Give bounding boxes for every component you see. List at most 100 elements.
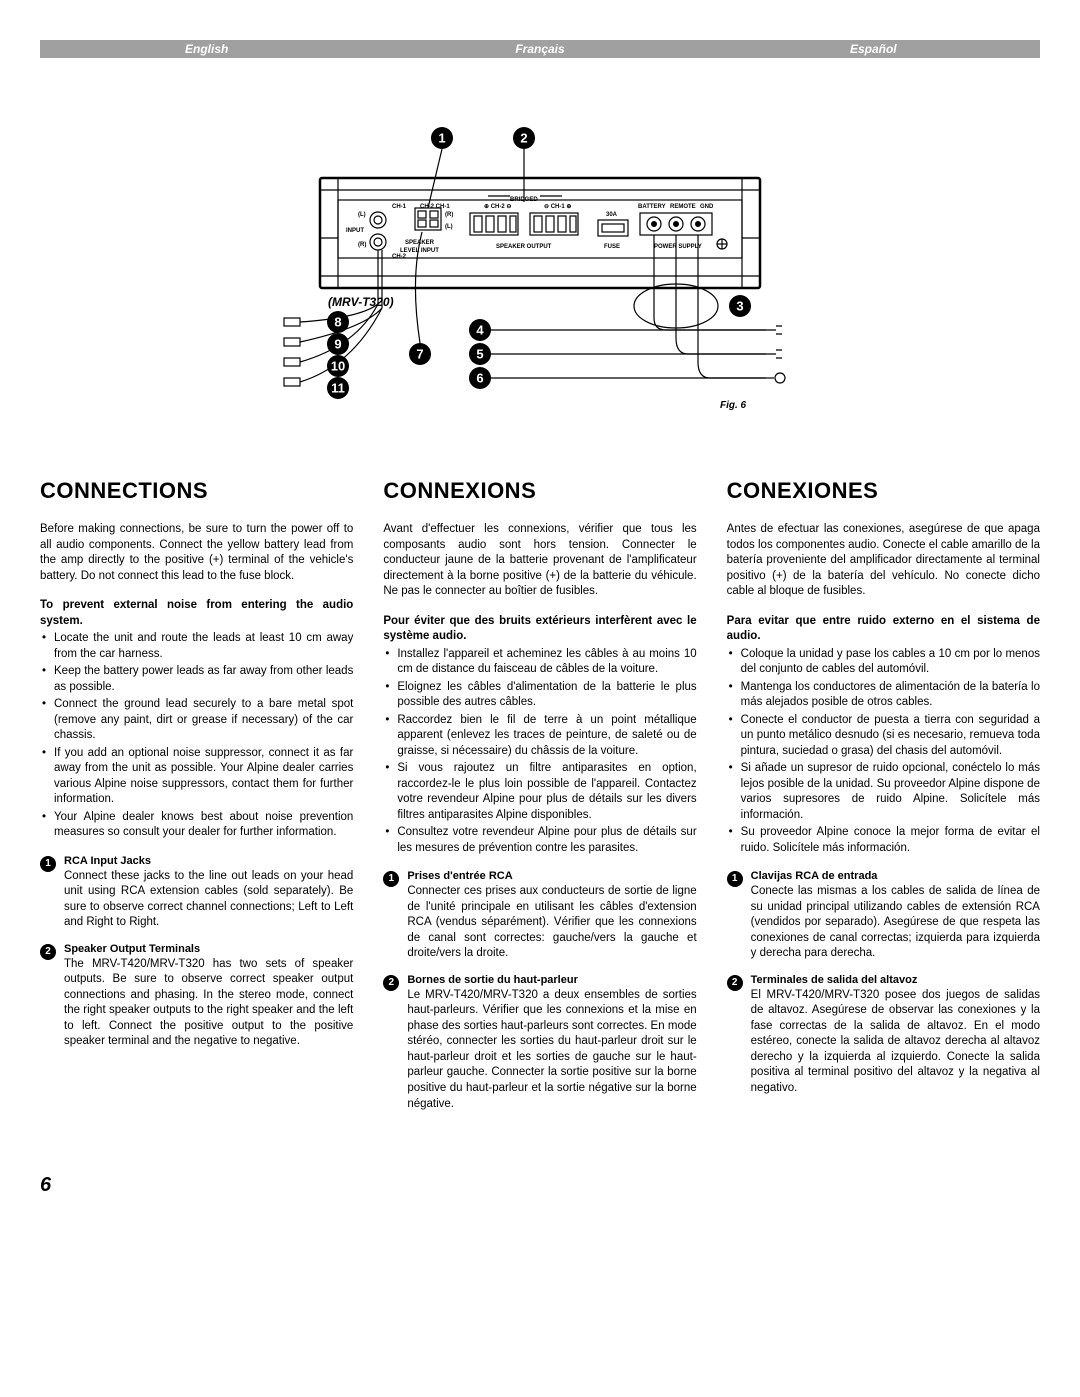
item-title: Bornes de sortie du haut-parleur bbox=[407, 974, 696, 986]
item-title: Terminales de salida del altavoz bbox=[751, 974, 1040, 986]
svg-text:2: 2 bbox=[520, 131, 527, 146]
page-number: 6 bbox=[40, 1174, 1040, 1197]
item-number-icon: 2 bbox=[40, 944, 56, 960]
item-fr-2: 2 Bornes de sortie du haut-parleur Le MR… bbox=[383, 974, 696, 1112]
list-item: Locate the unit and route the leads at l… bbox=[54, 631, 353, 662]
callout-11: 11 bbox=[327, 377, 349, 399]
callout-1: 1 bbox=[431, 127, 453, 149]
svg-text:GND: GND bbox=[700, 204, 714, 210]
callout-10: 10 bbox=[327, 355, 349, 377]
svg-text:CH-2: CH-2 bbox=[392, 254, 407, 260]
svg-text:3: 3 bbox=[736, 299, 743, 314]
item-number-icon: 2 bbox=[383, 975, 399, 991]
svg-text:10: 10 bbox=[331, 359, 345, 374]
list-item: Installez l'appareil et acheminez les câ… bbox=[397, 647, 696, 678]
column-french: CONNEXIONS Avant d'effectuer les connexi… bbox=[383, 478, 696, 1124]
svg-text:4: 4 bbox=[476, 323, 484, 338]
column-english: CONNECTIONS Before making connections, b… bbox=[40, 478, 353, 1124]
svg-text:6: 6 bbox=[476, 371, 483, 386]
item-number-icon: 1 bbox=[40, 856, 56, 872]
list-item: Keep the battery power leads as far away… bbox=[54, 664, 353, 695]
language-bar: English Français Español bbox=[40, 40, 1040, 58]
svg-text:REMOTE: REMOTE bbox=[670, 204, 696, 210]
callout-7: 7 bbox=[409, 343, 431, 365]
svg-text:(MRV-T320): (MRV-T320) bbox=[328, 295, 394, 309]
columns: CONNECTIONS Before making connections, b… bbox=[40, 478, 1040, 1124]
item-title: Prises d'entrée RCA bbox=[407, 870, 696, 882]
list-item: Raccordez bien le fil de terre à un poin… bbox=[397, 713, 696, 760]
item-title: RCA Input Jacks bbox=[64, 855, 353, 867]
noise-head-en: To prevent external noise from entering … bbox=[40, 598, 353, 629]
svg-text:Fig. 6: Fig. 6 bbox=[720, 400, 747, 411]
noise-head-fr: Pour éviter que des bruits extérieurs in… bbox=[383, 614, 696, 645]
lang-francais: Français bbox=[373, 40, 706, 58]
item-title: Speaker Output Terminals bbox=[64, 943, 353, 955]
svg-text:LEVEL INPUT: LEVEL INPUT bbox=[400, 248, 439, 254]
svg-text:30A: 30A bbox=[606, 212, 618, 218]
item-title: Clavijas RCA de entrada bbox=[751, 870, 1040, 882]
item-en-2: 2 Speaker Output Terminals The MRV-T420/… bbox=[40, 943, 353, 1050]
intro-fr: Avant d'effectuer les connexions, vérifi… bbox=[383, 522, 696, 600]
column-spanish: CONEXIONES Antes de efectuar las conexio… bbox=[727, 478, 1040, 1124]
list-item: Si añade un supresor de ruido opcional, … bbox=[741, 761, 1040, 823]
svg-text:7: 7 bbox=[416, 347, 423, 362]
list-item: Conecte el conductor de puesta a tierra … bbox=[741, 713, 1040, 760]
list-item: If you add an optional noise suppressor,… bbox=[54, 746, 353, 808]
heading-es: CONEXIONES bbox=[727, 478, 1040, 504]
item-number-icon: 1 bbox=[727, 871, 743, 887]
item-number-icon: 2 bbox=[727, 975, 743, 991]
item-body: Le MRV-T420/MRV-T320 a deux ensembles de… bbox=[407, 988, 696, 1112]
svg-text:8: 8 bbox=[334, 315, 341, 330]
svg-text:CH-1: CH-1 bbox=[392, 204, 407, 210]
list-item: Consultez votre revendeur Alpine pour pl… bbox=[397, 825, 696, 856]
item-body: Connecter ces prises aux conducteurs de … bbox=[407, 884, 696, 962]
svg-text:BATTERY: BATTERY bbox=[638, 204, 666, 210]
svg-text:POWER SUPPLY: POWER SUPPLY bbox=[654, 244, 702, 250]
svg-text:(L): (L) bbox=[445, 224, 453, 230]
amplifier-diagram: (L) (R) INPUT CH-1 CH-2 SPEAKER LEVEL IN… bbox=[40, 108, 1040, 448]
svg-text:FUSE: FUSE bbox=[604, 244, 620, 250]
intro-en: Before making connections, be sure to tu… bbox=[40, 522, 353, 584]
callout-5: 5 bbox=[469, 343, 491, 365]
list-item: Su proveedor Alpine conoce la mejor form… bbox=[741, 825, 1040, 856]
callout-2: 2 bbox=[513, 127, 535, 149]
item-es-1: 1 Clavijas RCA de entrada Conecte las mi… bbox=[727, 870, 1040, 962]
svg-text:INPUT: INPUT bbox=[346, 228, 364, 234]
noise-list-en: Locate the unit and route the leads at l… bbox=[40, 631, 353, 841]
callout-3: 3 bbox=[729, 295, 751, 317]
svg-text:SPEAKER OUTPUT: SPEAKER OUTPUT bbox=[496, 244, 552, 250]
svg-text:⊕ CH-2 ⊖: ⊕ CH-2 ⊖ bbox=[484, 204, 511, 210]
list-item: Eloignez les câbles d'alimentation de la… bbox=[397, 680, 696, 711]
noise-head-es: Para evitar que entre ruido externo en e… bbox=[727, 614, 1040, 645]
noise-list-fr: Installez l'appareil et acheminez les câ… bbox=[383, 647, 696, 857]
item-body: Conecte las mismas a los cables de salid… bbox=[751, 884, 1040, 962]
item-fr-1: 1 Prises d'entrée RCA Connecter ces pris… bbox=[383, 870, 696, 962]
svg-text:CH-2 CH-1: CH-2 CH-1 bbox=[420, 204, 450, 210]
intro-es: Antes de efectuar las conexiones, asegúr… bbox=[727, 522, 1040, 600]
callout-6: 6 bbox=[469, 367, 491, 389]
list-item: Coloque la unidad y pase los cables a 10… bbox=[741, 647, 1040, 678]
svg-text:1: 1 bbox=[438, 131, 445, 146]
svg-text:(R): (R) bbox=[358, 242, 366, 248]
item-body: El MRV-T420/MRV-T320 posee dos juegos de… bbox=[751, 988, 1040, 1097]
noise-list-es: Coloque la unidad y pase los cables a 10… bbox=[727, 647, 1040, 857]
svg-text:11: 11 bbox=[331, 381, 345, 396]
heading-en: CONNECTIONS bbox=[40, 478, 353, 504]
item-number-icon: 1 bbox=[383, 871, 399, 887]
list-item: Your Alpine dealer knows best about nois… bbox=[54, 810, 353, 841]
item-body: The MRV-T420/MRV-T320 has two sets of sp… bbox=[64, 957, 353, 1050]
list-item: Mantenga los conductores de alimentación… bbox=[741, 680, 1040, 711]
svg-text:9: 9 bbox=[334, 337, 341, 352]
svg-text:(L): (L) bbox=[358, 212, 366, 218]
callout-4: 4 bbox=[469, 319, 491, 341]
svg-text:5: 5 bbox=[476, 347, 483, 362]
item-body: Connect these jacks to the line out lead… bbox=[64, 869, 353, 931]
item-en-1: 1 RCA Input Jacks Connect these jacks to… bbox=[40, 855, 353, 931]
item-es-2: 2 Terminales de salida del altavoz El MR… bbox=[727, 974, 1040, 1097]
callout-8: 8 bbox=[327, 311, 349, 333]
svg-text:⊖ CH-1 ⊕: ⊖ CH-1 ⊕ bbox=[544, 204, 571, 210]
lang-english: English bbox=[40, 40, 373, 58]
svg-text:(R): (R) bbox=[445, 212, 453, 218]
list-item: Si vous rajoutez un filtre antiparasites… bbox=[397, 761, 696, 823]
heading-fr: CONNEXIONS bbox=[383, 478, 696, 504]
